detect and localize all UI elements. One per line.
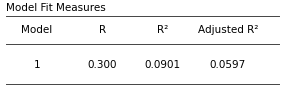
Text: Model: Model — [21, 25, 53, 35]
Text: 0.0597: 0.0597 — [210, 60, 246, 70]
Text: R: R — [99, 25, 106, 35]
Text: Adjusted R²: Adjusted R² — [198, 25, 258, 35]
Text: R²: R² — [157, 25, 168, 35]
Text: 0.0901: 0.0901 — [144, 60, 180, 70]
Text: Model Fit Measures: Model Fit Measures — [6, 3, 105, 13]
Text: 0.300: 0.300 — [88, 60, 117, 70]
Text: 1: 1 — [34, 60, 40, 70]
